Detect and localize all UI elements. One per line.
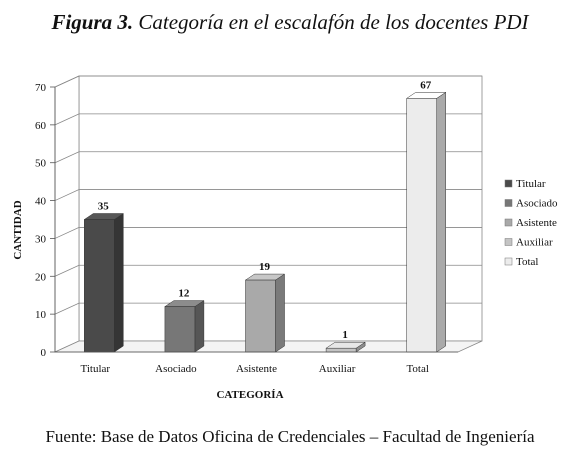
figure-caption: Categoría en el escalafón de los docente…: [138, 10, 529, 34]
y-axis-title: CANTIDAD: [12, 200, 24, 259]
figure-title: Figura 3. Categoría en el escalafón de l…: [0, 10, 580, 35]
bar-side: [436, 91, 446, 353]
legend-label: Total: [516, 256, 538, 268]
y-tick-label: 0: [41, 347, 47, 359]
bar-chart: 0 10 20 30 40 50 60 70 Titular Asociado Asistente…: [12, 75, 558, 401]
bar-front: [245, 279, 276, 353]
legend-swatch: [504, 238, 513, 246]
x-axis-title: CATEGORÍA: [216, 389, 283, 401]
bar-side: [114, 213, 124, 353]
bar-auxiliar: [325, 341, 366, 353]
x-tick-label: Asistente: [236, 363, 277, 375]
data-labels: 35 12 19 1 67: [98, 79, 432, 341]
bar-asociado: [164, 300, 205, 353]
x-tick-label: Titular: [81, 363, 111, 375]
gridline: [54, 75, 482, 88]
bar-front: [325, 347, 357, 353]
bar-titular: [83, 213, 125, 353]
gridline: [54, 151, 482, 164]
bar-asistente: [244, 273, 286, 353]
bar-side: [275, 273, 285, 353]
y-tick-label: 30: [35, 233, 47, 245]
side-wall: [54, 75, 80, 353]
legend-swatch: [504, 199, 513, 207]
y-tick-label: 70: [35, 82, 47, 94]
bar-total: [405, 91, 447, 353]
x-tick-label: Total: [406, 363, 428, 375]
legend-swatch: [504, 179, 513, 188]
bars: [83, 91, 447, 353]
gridline: [54, 189, 482, 201]
figure-number: Figura 3.: [51, 10, 134, 34]
gridlines: [54, 75, 482, 315]
gridline: [54, 302, 482, 315]
y-axis: 0 10 20 30 40 50 60 70: [35, 82, 56, 359]
y-tick-label: 40: [35, 196, 47, 208]
legend-label: Asociado: [516, 198, 558, 210]
legend-label: Auxiliar: [516, 237, 553, 249]
data-label: 35: [98, 201, 110, 213]
data-label: 1: [342, 329, 348, 341]
source-note: Fuente: Base de Datos Oficina de Credenc…: [45, 427, 535, 446]
legend-label: Titular: [516, 178, 546, 190]
gridline: [54, 227, 482, 239]
bar-front: [84, 219, 115, 353]
data-label: 67: [420, 79, 432, 91]
x-axis: Titular Asociado Asistente Auxiliar Total: [55, 351, 458, 375]
y-tick-label: 50: [35, 158, 47, 170]
gridline: [54, 264, 482, 277]
x-tick-label: Auxiliar: [319, 363, 356, 375]
y-tick-label: 20: [35, 271, 47, 283]
y-tick-label: 60: [35, 120, 47, 132]
x-tick-label: Asociado: [155, 363, 197, 375]
y-tick-label: 10: [35, 309, 47, 321]
gridline: [54, 113, 482, 126]
bar-front: [164, 306, 196, 353]
legend-label: Asistente: [516, 217, 557, 229]
data-label: 19: [259, 261, 271, 273]
legend-swatch: [504, 257, 513, 266]
bar-side: [194, 300, 205, 353]
bar-front: [406, 98, 437, 353]
data-label: 12: [178, 288, 190, 300]
legend-swatch: [504, 218, 513, 227]
legend: Titular Asociado Asistente Auxiliar Total: [504, 178, 558, 268]
